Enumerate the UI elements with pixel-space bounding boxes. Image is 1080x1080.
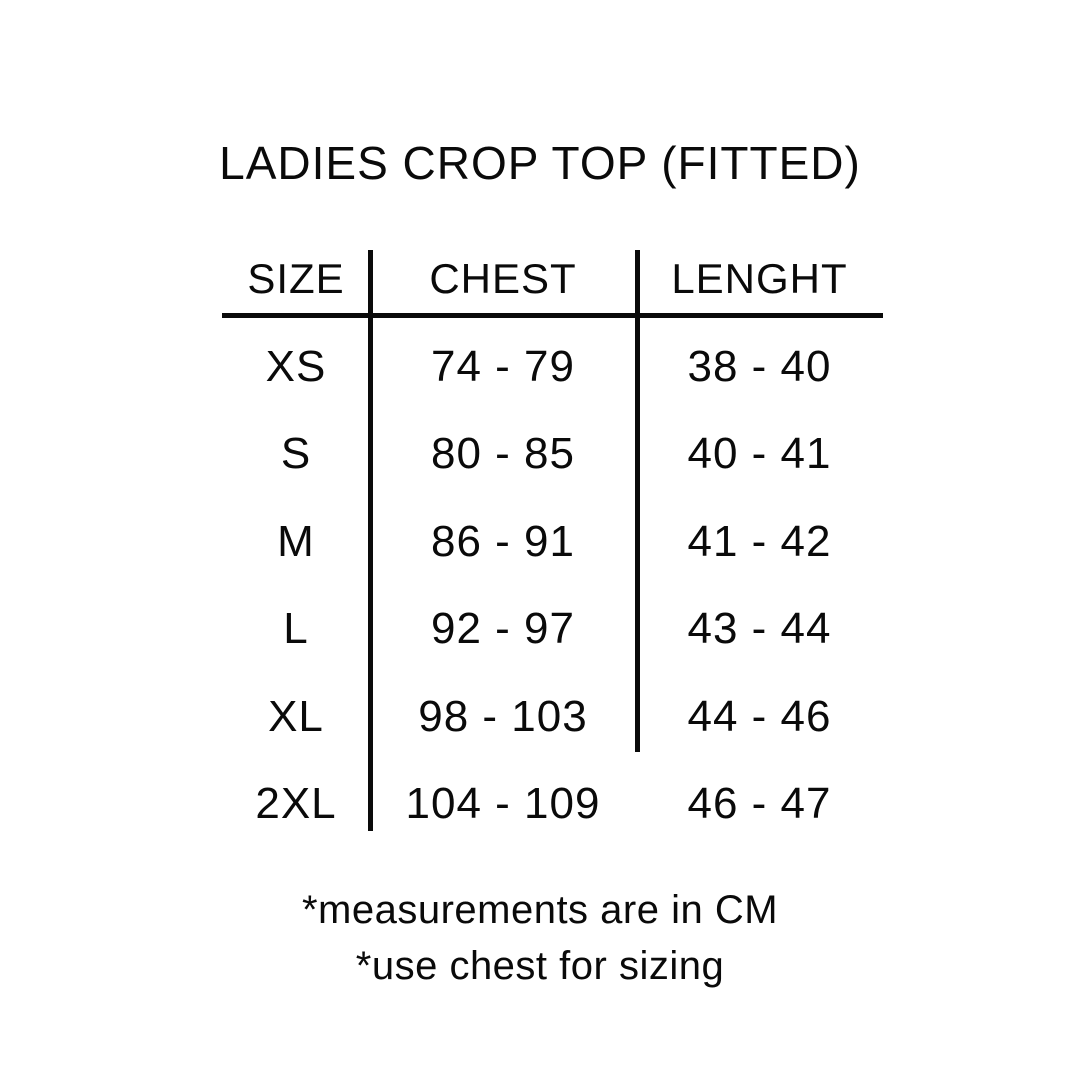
column-divider-size-chest (368, 250, 373, 831)
column-header-length: LENGHT (671, 255, 848, 302)
footnote-sizing: *use chest for sizing (355, 944, 725, 988)
chest-cell: 98 - 103 (418, 691, 588, 741)
chest-cell: 74 - 79 (431, 341, 575, 391)
size-cell: M (277, 516, 315, 566)
column-divider-chest-length (635, 250, 640, 752)
size-table: SIZE CHEST LENGHT XS 74 - 79 38 - 40 S 8… (222, 245, 883, 848)
length-cell: 43 - 44 (687, 604, 832, 654)
column-header-size: SIZE (247, 255, 345, 302)
length-cell: 46 - 47 (687, 779, 832, 829)
length-cell: 38 - 40 (687, 341, 832, 391)
footnote-measurements: *measurements are in CM (301, 888, 779, 932)
size-cell: 2XL (255, 779, 337, 829)
length-cell: 41 - 42 (687, 516, 832, 566)
chest-cell: 86 - 91 (431, 516, 575, 566)
column-header-chest: CHEST (429, 255, 577, 302)
page-title: LADIES CROP TOP (FITTED) (219, 137, 861, 189)
footnotes: *measurements are in CM *use chest for s… (0, 882, 1080, 994)
length-cell: 44 - 46 (687, 691, 832, 741)
size-cell: S (280, 429, 312, 479)
size-cell: XS (265, 341, 327, 391)
chest-cell: 104 - 109 (405, 779, 601, 829)
chest-cell: 80 - 85 (431, 429, 575, 479)
length-cell: 40 - 41 (687, 429, 832, 479)
size-cell: XL (268, 691, 324, 741)
chest-cell: 92 - 97 (431, 604, 575, 654)
size-cell: L (283, 604, 309, 654)
header-underline (222, 313, 883, 318)
